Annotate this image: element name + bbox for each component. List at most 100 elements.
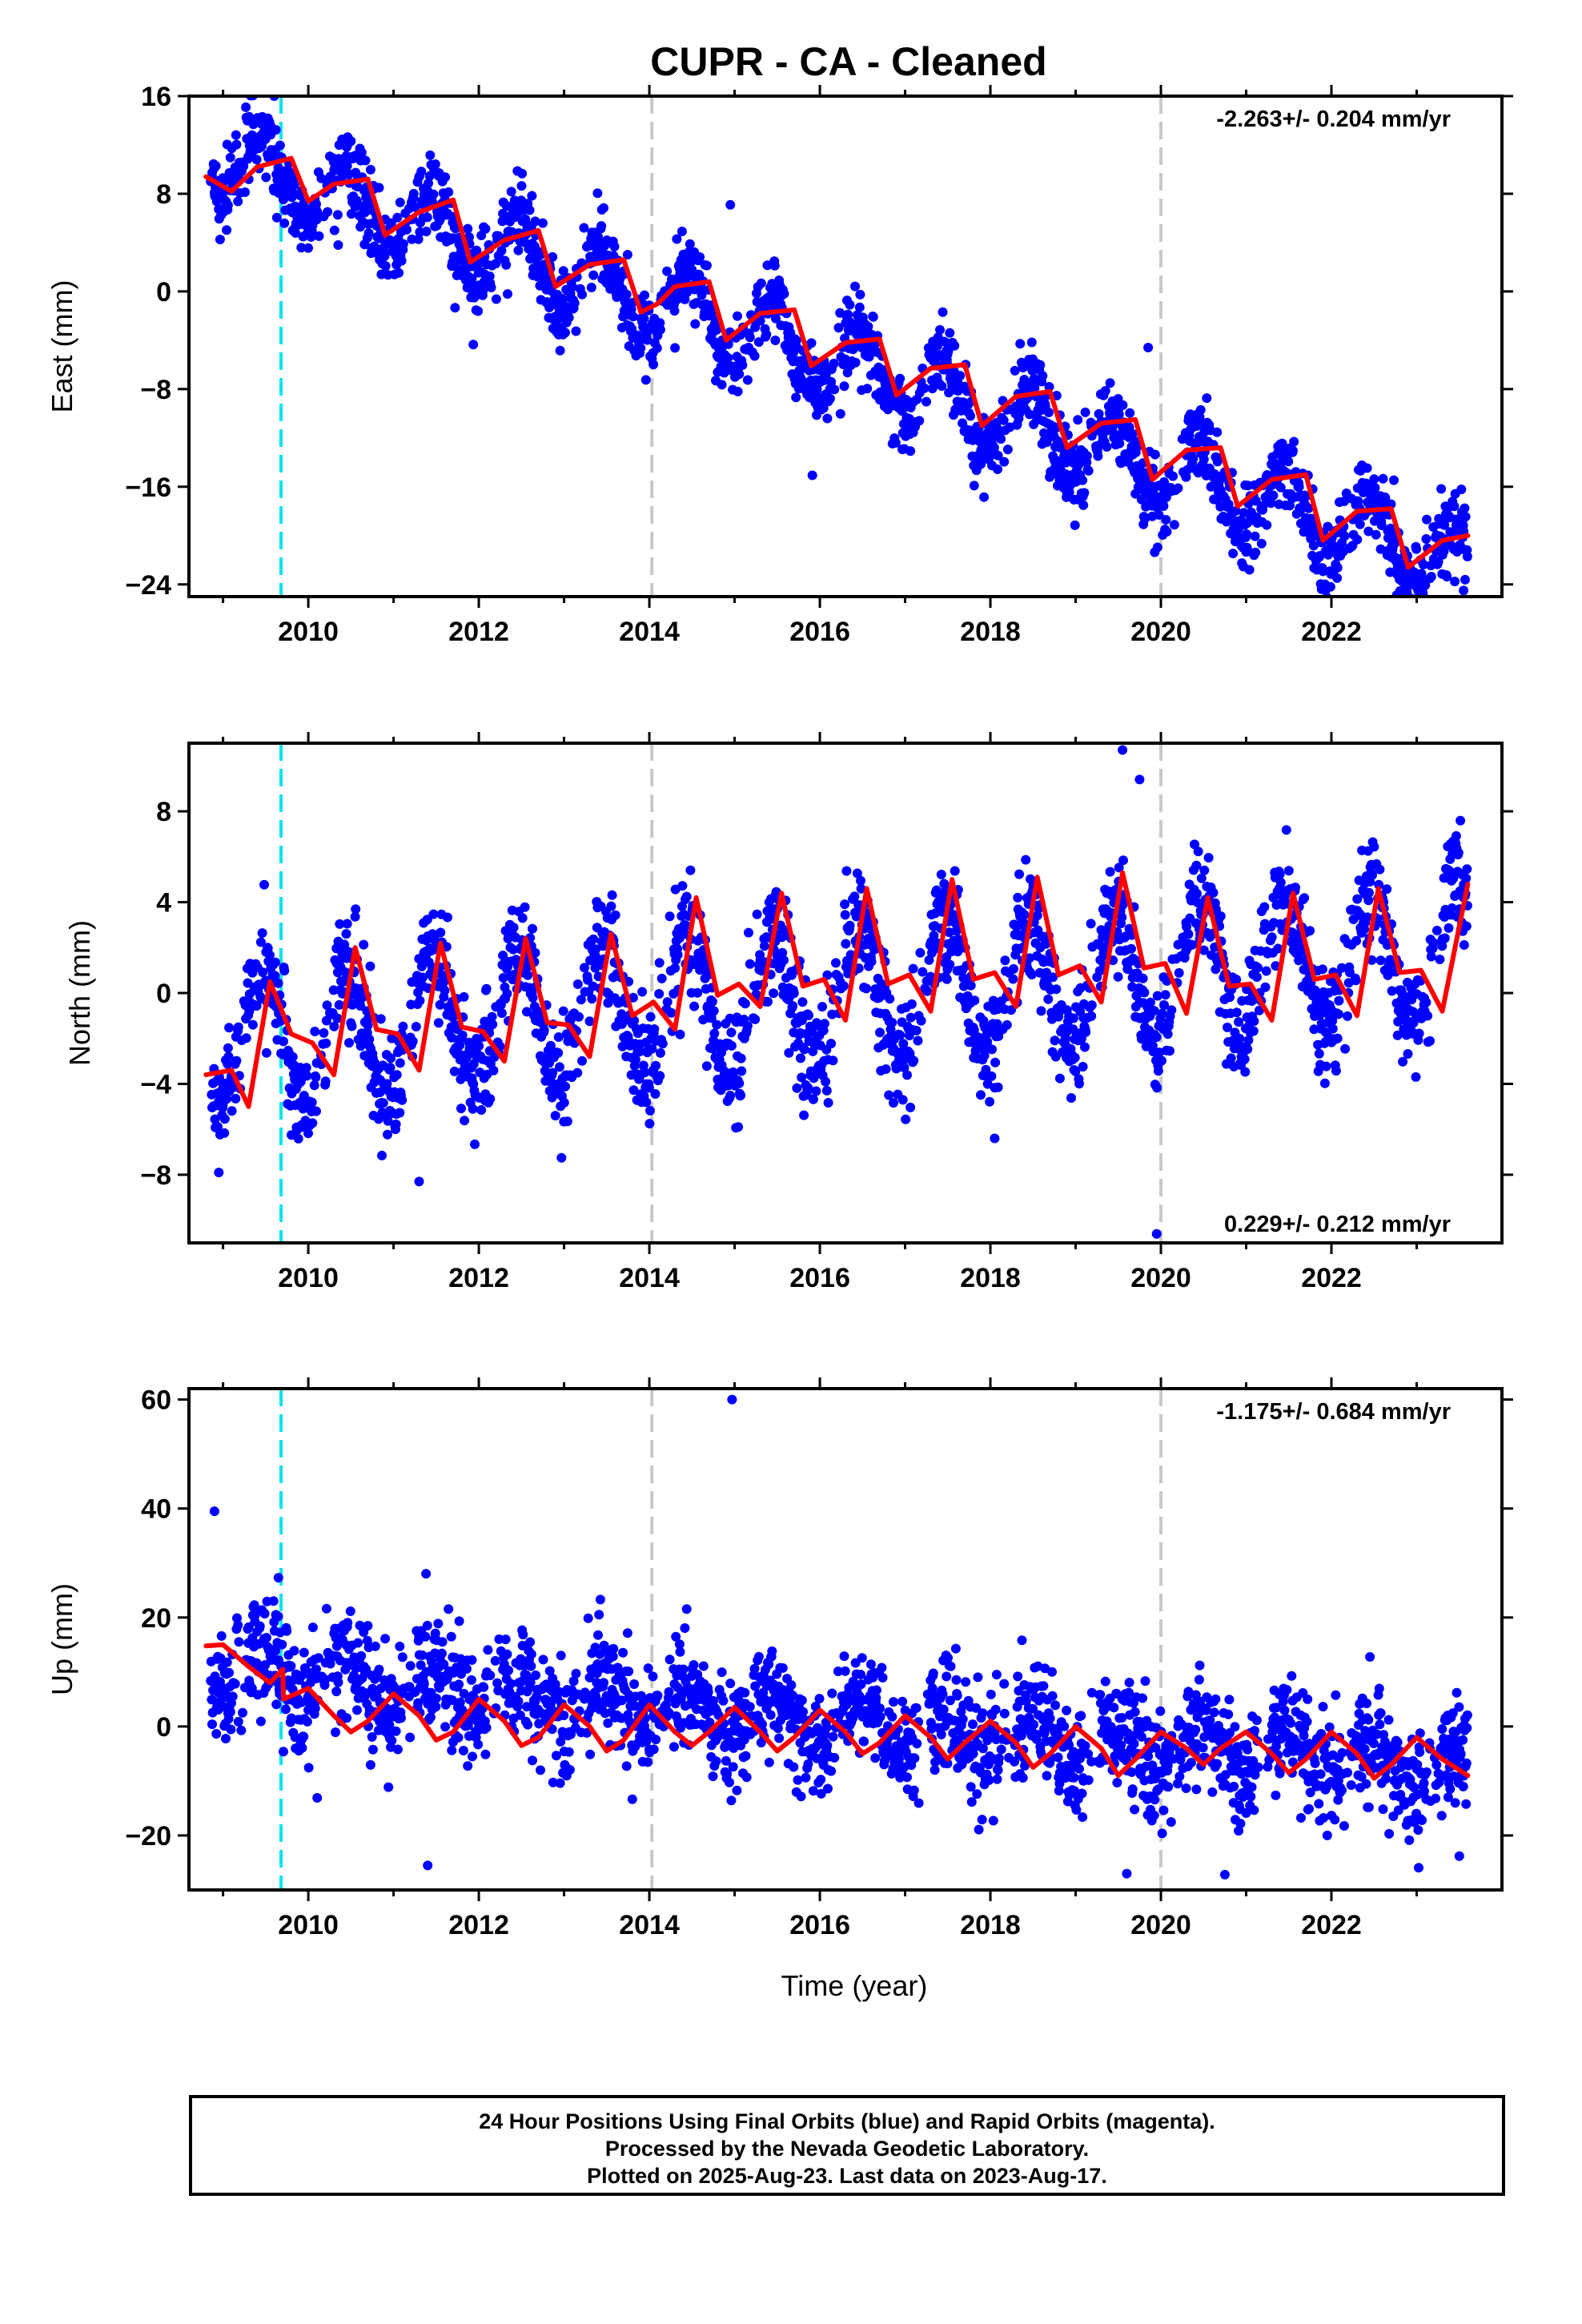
data-point [431, 1702, 441, 1712]
data-point [652, 343, 662, 353]
data-point [550, 1111, 560, 1121]
data-point [906, 999, 917, 1009]
data-point [311, 1106, 321, 1116]
data-point [762, 260, 773, 271]
data-point [1066, 1093, 1076, 1103]
data-point [1254, 1005, 1264, 1015]
data-point [234, 1637, 244, 1647]
data-point [296, 1697, 307, 1707]
data-point [990, 1057, 1001, 1068]
data-point [224, 1667, 235, 1678]
data-point [993, 1082, 1003, 1092]
data-point [251, 1001, 262, 1011]
data-point [863, 321, 873, 332]
data-point [225, 152, 235, 163]
data-point [455, 1697, 465, 1707]
data-point [1008, 974, 1018, 984]
data-point [413, 234, 424, 244]
data-point [1442, 572, 1452, 582]
data-point [1369, 474, 1379, 485]
outlier-point [1459, 585, 1469, 596]
data-point [829, 384, 840, 395]
data-point [1428, 938, 1439, 948]
data-point [945, 959, 955, 970]
data-point [1251, 547, 1261, 557]
data-point [291, 227, 301, 238]
data-point [395, 1058, 405, 1068]
data-point [367, 1744, 378, 1755]
data-point [247, 1019, 258, 1030]
data-point [825, 393, 835, 404]
data-point [1295, 506, 1305, 517]
data-point [1382, 884, 1392, 895]
data-point [905, 446, 916, 456]
data-point [223, 200, 233, 211]
data-point [1447, 903, 1457, 913]
data-point [313, 1653, 323, 1663]
data-point [435, 999, 445, 1010]
data-point [642, 335, 652, 345]
data-point [929, 931, 939, 941]
data-point [331, 1727, 340, 1738]
data-point [428, 909, 439, 919]
data-point [1450, 577, 1460, 587]
data-point [744, 927, 753, 938]
data-point [405, 1661, 416, 1671]
data-point [485, 1094, 496, 1104]
data-point [1086, 1000, 1097, 1011]
data-point [1094, 408, 1104, 419]
figure-title: CUPR - CA - Cleaned [650, 39, 1046, 84]
data-point [617, 1041, 628, 1051]
data-point [548, 251, 558, 262]
data-point [861, 983, 871, 994]
data-point [1231, 1007, 1242, 1018]
data-point [1404, 601, 1414, 611]
data-point [985, 1096, 995, 1107]
data-point [299, 1731, 309, 1742]
data-point [271, 957, 280, 967]
data-point [421, 1569, 432, 1579]
data-point [289, 180, 299, 191]
data-point [1445, 527, 1456, 537]
data-point [823, 1098, 833, 1108]
data-point [526, 1661, 536, 1671]
data-point [1317, 964, 1327, 975]
data-point [341, 929, 351, 939]
data-point [669, 306, 680, 316]
data-point [1456, 815, 1466, 826]
data-point [525, 1637, 536, 1647]
data-point [470, 1139, 480, 1149]
data-point [693, 987, 703, 998]
data-point [526, 1649, 536, 1659]
data-point [1375, 544, 1386, 554]
data-point [1068, 1013, 1078, 1023]
data-point [1275, 878, 1286, 887]
data-point [239, 161, 249, 171]
data-point [380, 261, 391, 271]
data-point [311, 1072, 321, 1083]
data-point [485, 1671, 496, 1680]
data-point [301, 1063, 311, 1073]
data-point [979, 1051, 990, 1061]
x-tick-label: 2010 [278, 1263, 339, 1293]
data-point [1117, 912, 1127, 923]
data-point [596, 221, 607, 231]
data-point [286, 1661, 296, 1671]
data-point [422, 1620, 432, 1630]
data-point [709, 1028, 720, 1039]
data-point [303, 1128, 313, 1139]
data-point [268, 1596, 279, 1606]
data-point [1074, 1079, 1084, 1089]
data-point [1078, 475, 1088, 485]
data-point [1070, 1052, 1080, 1063]
data-point [347, 1021, 357, 1031]
data-point [321, 1015, 331, 1026]
data-point [791, 336, 801, 346]
data-point [537, 218, 548, 228]
data-point [564, 312, 574, 323]
data-point [1044, 382, 1054, 392]
data-point [1275, 482, 1286, 493]
data-point [454, 1679, 464, 1690]
data-point [261, 1047, 271, 1058]
data-point [454, 1616, 464, 1626]
